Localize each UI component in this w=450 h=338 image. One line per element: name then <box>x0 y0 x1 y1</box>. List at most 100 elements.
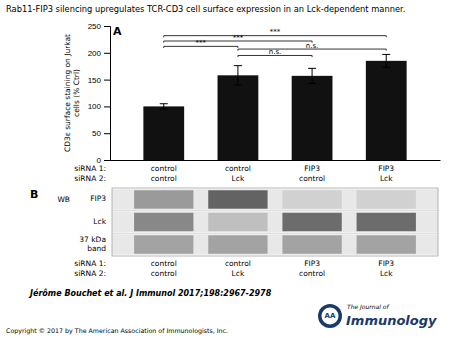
row-label: siRNA 2: <box>74 174 106 183</box>
panel-label: B <box>30 188 38 201</box>
panel-label: A <box>113 25 122 38</box>
y-tick-label: 200 <box>88 49 102 58</box>
blot-row-label: FIP3 <box>90 195 106 204</box>
blot-header: WB <box>57 195 70 204</box>
category-label: FIP3 <box>304 259 320 268</box>
y-axis-line <box>104 27 111 161</box>
y-tick-mark <box>104 133 110 134</box>
blot-band <box>282 235 341 253</box>
text-line: CD3ε surface staining on Jurkat <box>63 34 72 152</box>
blot-band <box>357 213 416 231</box>
blot-strip <box>112 234 438 254</box>
blot-band <box>134 190 193 208</box>
category-label: control <box>299 174 325 183</box>
blot-row-label: Lck <box>93 217 106 226</box>
blot-band <box>134 235 193 253</box>
y-tick-mark <box>104 80 110 81</box>
error-bar-cap <box>234 84 242 85</box>
logo-text: The Journal of <box>347 303 390 311</box>
footer: Copyright © 2017 by The American Associa… <box>6 327 228 335</box>
error-bar-cap <box>160 103 168 104</box>
text-line: cells (% Ctrl) <box>72 69 81 117</box>
blot-band <box>208 213 267 231</box>
logo-text: Immunology <box>346 313 437 328</box>
blot-divider <box>112 210 438 211</box>
category-label: Lck <box>380 174 393 183</box>
western-blot: FIP3 Lck 37 kDaband <box>79 188 438 256</box>
y-tick-mark <box>104 160 110 161</box>
category-label: FIP3 <box>378 259 394 268</box>
category-label: control <box>151 259 177 268</box>
significance-label: *** <box>196 39 207 47</box>
category-label: control <box>151 164 177 173</box>
text-line: band <box>87 244 106 253</box>
blot-band <box>208 235 267 253</box>
blot-strip <box>112 189 438 209</box>
text-line: Lck <box>93 217 106 226</box>
panel-b-category-labels: siRNA 1:controlcontrolFIP3FIP3siRNA 2:co… <box>74 259 394 278</box>
blot-band <box>282 190 341 208</box>
error-bar-cap <box>308 68 316 69</box>
bar <box>218 75 259 160</box>
blot-strip <box>112 212 438 232</box>
category-label: control <box>151 174 177 183</box>
category-label: control <box>299 269 325 278</box>
y-tick: 250 <box>88 22 110 31</box>
significance-label: *** <box>233 34 244 42</box>
y-axis-title: CD3ε surface staining on Jurkatcells (% … <box>63 34 81 152</box>
error-bar-line <box>386 54 387 67</box>
category-label: control <box>225 164 251 173</box>
y-axis: 050100150200250 <box>88 22 111 165</box>
category-label: Lck <box>232 269 245 278</box>
error-bar-cap <box>234 65 242 66</box>
logo-emblem: AA <box>325 312 336 320</box>
y-tick: 200 <box>88 49 110 58</box>
y-tick: 150 <box>88 76 110 85</box>
bar <box>143 106 184 160</box>
blot-divider <box>112 233 438 234</box>
plot-area <box>143 54 406 160</box>
significance: *********n.s.n.s. <box>164 28 386 57</box>
chart: Rab11-FIP3 silencing upregulates TCR-CD3… <box>0 0 450 338</box>
error-bar-cap <box>308 83 316 84</box>
blot-band <box>282 213 341 231</box>
y-tick-label: 150 <box>88 76 102 85</box>
bar <box>292 76 333 160</box>
x-axis-line <box>111 160 441 161</box>
category-label: Lck <box>380 269 393 278</box>
error-bar-line <box>312 68 313 83</box>
blot-row-label: 37 kDaband <box>79 235 106 252</box>
row-label: siRNA 2: <box>74 269 106 278</box>
significance-label: n.s. <box>306 42 319 50</box>
error-bar-line <box>237 66 238 85</box>
error-bar <box>234 66 242 85</box>
y-tick: 100 <box>88 102 110 111</box>
logo: AA The Journal of Immunology <box>318 303 437 328</box>
blot-band <box>134 213 193 231</box>
error-bar-cap <box>382 54 390 55</box>
title: Rab11-FIP3 silencing upregulates TCR-CD3… <box>6 4 405 14</box>
logo-inner <box>322 308 339 325</box>
text-line: FIP3 <box>90 195 106 204</box>
blot-band <box>357 190 416 208</box>
y-tick-mark <box>104 26 110 27</box>
bar <box>366 61 407 160</box>
category-label: control <box>151 269 177 278</box>
logo-ring <box>318 304 342 328</box>
error-bar-line <box>163 104 164 109</box>
category-label: FIP3 <box>304 164 320 173</box>
y-tick-label: 250 <box>88 22 102 31</box>
category-label: Lck <box>232 174 245 183</box>
error-bar <box>382 54 390 67</box>
row-label: siRNA 1: <box>74 259 106 268</box>
error-bar <box>308 68 316 83</box>
blot-band <box>208 190 267 208</box>
error-bar-cap <box>160 109 168 110</box>
blot-border <box>112 188 438 256</box>
y-tick-label: 50 <box>92 129 101 138</box>
error-bar <box>160 104 168 109</box>
panel-a-category-labels: siRNA 1:controlcontrolFIP3FIP3siRNA 2:co… <box>74 164 394 183</box>
y-tick-mark <box>104 53 110 54</box>
category-label: control <box>225 259 251 268</box>
category-label: FIP3 <box>378 164 394 173</box>
